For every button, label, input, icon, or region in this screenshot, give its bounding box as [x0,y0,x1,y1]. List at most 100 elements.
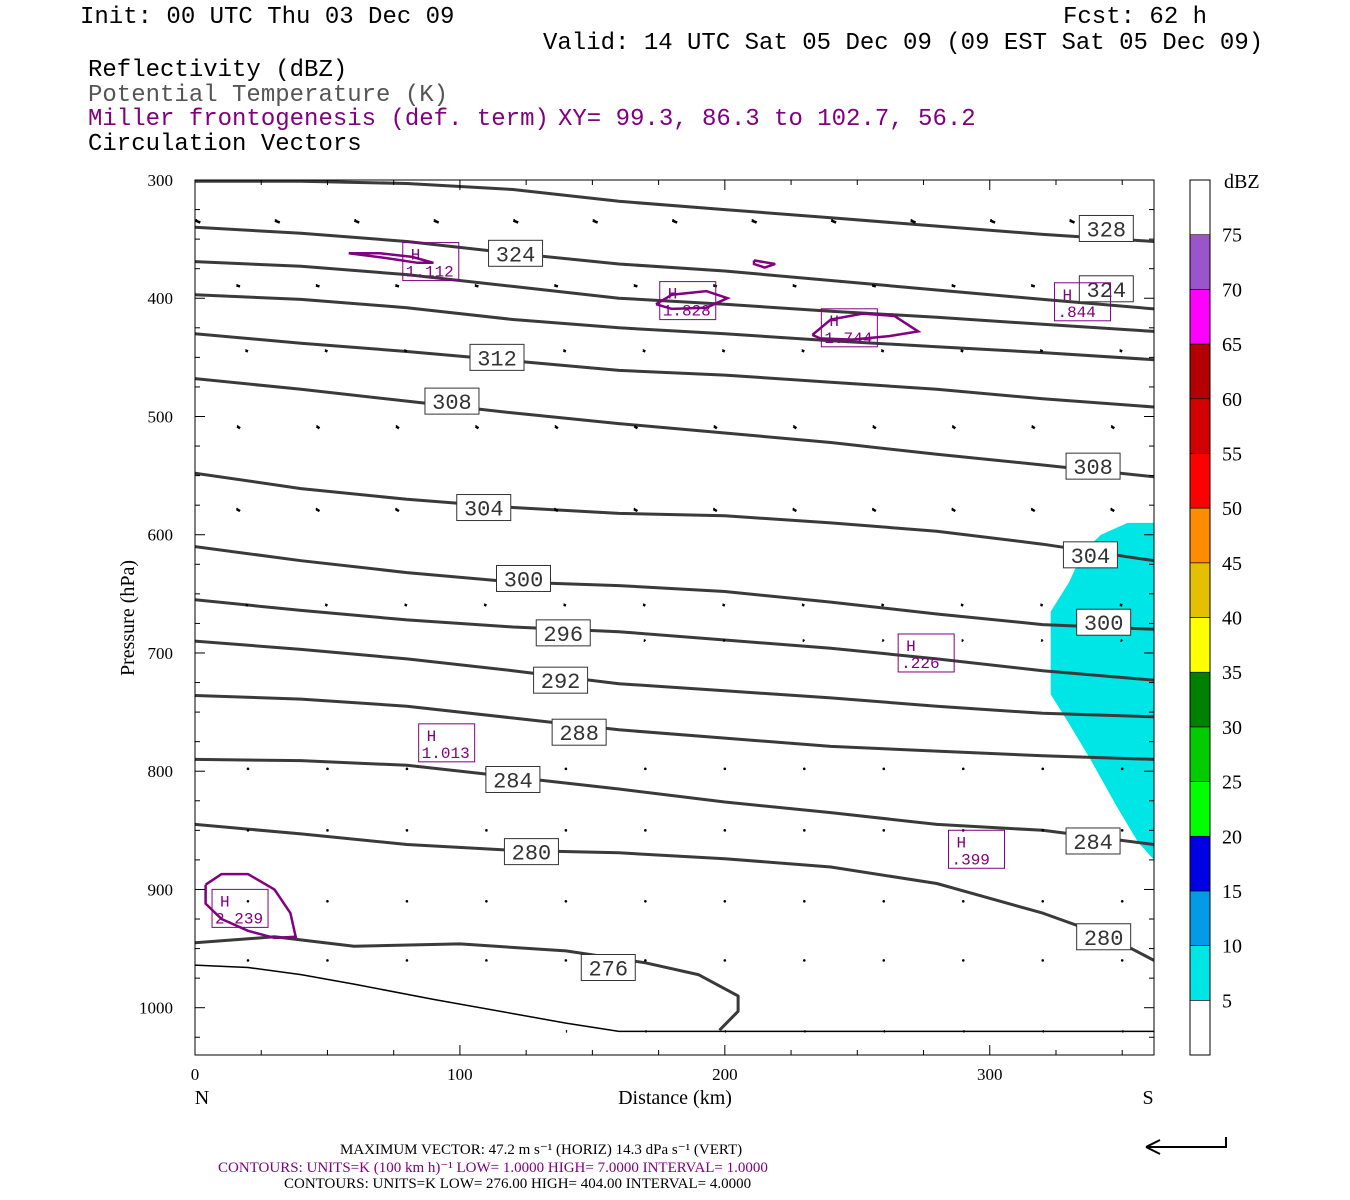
circulation-vector [246,767,250,771]
svg-text:1.828: 1.828 [663,303,711,321]
theta-contour-296 [195,598,1154,682]
colorbar-label: 35 [1222,662,1242,684]
svg-text:H: H [1062,287,1072,305]
colorbar-label: 5 [1222,990,1232,1012]
svg-text:H: H [427,728,437,746]
svg-text:304: 304 [1071,545,1111,570]
svg-text:300: 300 [1084,612,1124,637]
circulation-vector [722,603,726,607]
circulation-vector [671,218,678,224]
circulation-vector [1039,349,1044,353]
circulation-vector [633,424,639,430]
svg-text:1.013: 1.013 [422,745,470,763]
colorbar-label: 25 [1222,772,1242,794]
theta-contour-276 [195,935,740,1032]
y-tick-label: 500 [148,407,174,426]
circulation-vector [792,283,797,288]
circulation-vector [485,959,488,962]
circulation-vector [1120,959,1124,962]
x-tick-label: 200 [712,1065,738,1084]
circulation-vector [910,218,917,224]
circulation-vector [960,349,964,353]
colorbar-swatch [1189,289,1211,345]
circulation-vector [722,639,726,643]
colorbar-label: 20 [1222,826,1242,848]
circulation-vector [713,424,718,430]
circulation-vector [1119,349,1123,353]
circulation-vector [1041,829,1045,832]
circulation-vector [961,899,965,903]
circulation-vector [274,218,281,224]
circulation-vector [564,899,568,903]
circulation-vector [405,829,409,832]
colorbar-swatch [1189,781,1211,837]
x-tick-label: 300 [977,1065,1003,1084]
colorbar-swatch [1189,726,1211,782]
colorbar-swatch [1189,835,1211,892]
circulation-vector [830,218,837,224]
y-axis-label: Pressure (hPa) [117,560,139,676]
circulation-vector [395,424,400,430]
frontogenesis-max-label: H1.828 [659,281,717,321]
svg-text:H: H [957,834,967,852]
circulation-vector [485,899,488,903]
circulation-vector [1040,639,1044,643]
frontogenesis-contour-note: CONTOURS: UNITS=K (100 km h)⁻¹ LOW= 1.00… [218,1160,768,1176]
colorbar-swatch [1189,1000,1211,1056]
theta-contour-288 [195,694,1154,761]
svg-text:280: 280 [1084,927,1124,952]
valid-time: Valid: 14 UTC Sat 05 Dec 09 (09 EST Sat … [543,30,1264,57]
circulation-vector [951,424,957,430]
svg-text:H: H [829,313,839,331]
circulation-vector [405,899,409,903]
circulation-vector [485,829,488,832]
circulation-vector [246,829,250,832]
y-tick-label: 900 [148,880,174,899]
colorbar-label: 65 [1222,334,1242,356]
colorbar-label: 40 [1222,608,1242,630]
x-tick-label: 100 [447,1065,473,1084]
svg-text:.399: .399 [952,851,990,869]
colorbar-swatch [1189,890,1211,946]
theta-label: 300 [1076,608,1132,637]
svg-text:H: H [411,247,421,265]
circulation-vector [871,507,877,513]
circulation-vector [713,283,718,288]
circulation-vector [723,767,727,771]
theta-label: 328 [1078,214,1134,243]
circulation-vector [961,767,965,771]
theta-label: 292 [533,666,589,695]
svg-text:H: H [220,893,230,911]
theta-label: 324 [1078,275,1134,304]
frontogenesis-max-label: H.226 [897,633,955,673]
circulation-vector [1120,639,1123,643]
colorbar-label: 50 [1222,498,1242,520]
circulation-vector [751,218,758,224]
circulation-vector [195,218,201,224]
circulation-vector [236,283,241,288]
circulation-vector [395,283,400,288]
circulation-vector [643,639,647,643]
colorbar-swatch [1189,945,1211,1001]
theta-label: 300 [495,564,551,593]
theta-label: 288 [551,718,607,747]
circulation-vector [881,603,885,607]
svg-text:280: 280 [512,842,552,867]
frontogenesis-max-label: H1.744 [820,308,878,348]
circulation-vector [803,899,806,903]
colorbar-label: 45 [1222,553,1242,575]
colorbar-swatch [1189,179,1211,235]
circulation-vector [404,603,408,607]
circulation-vector [235,507,241,513]
svg-text:1.112: 1.112 [406,264,454,282]
circulation-vector [1119,603,1123,607]
colorbar-swatch [1189,507,1211,564]
circulation-vector [882,899,886,903]
circulation-vector [951,283,956,288]
x-axis-north-label: N [195,1087,209,1109]
y-tick-label: 800 [148,762,174,781]
colorbar-label: 75 [1222,225,1242,247]
field-reflectivity: Reflectivity (dBZ) [88,57,348,84]
circulation-vector [1041,767,1045,771]
theta-label: 296 [535,619,591,648]
